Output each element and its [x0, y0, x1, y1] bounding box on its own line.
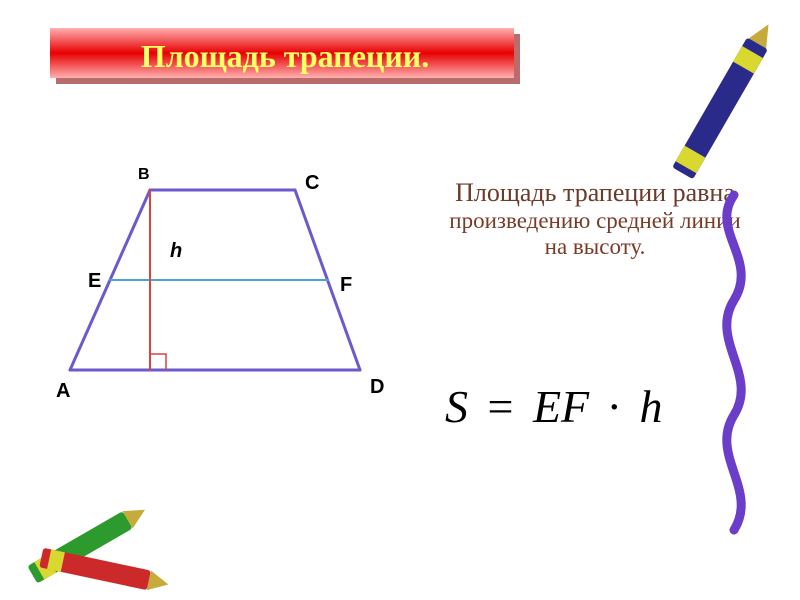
formula-EF: EF: [533, 381, 589, 432]
trapezoid-diagram: A B C D E F h: [50, 170, 380, 400]
crayons-bottom-left-icon: [20, 500, 190, 600]
height-label-h: h: [170, 240, 182, 263]
area-formula: S = EF · h: [445, 380, 662, 433]
vertex-label-B: B: [138, 166, 150, 184]
wave-right-icon: [704, 190, 764, 540]
midpoint-label-F: F: [340, 274, 352, 297]
crayon-top-right-icon: [655, 22, 775, 212]
vertex-label-A: A: [56, 380, 70, 403]
page-title: Площадь трапеции.: [141, 38, 429, 75]
vertex-label-D: D: [370, 376, 384, 399]
formula-dot: ·: [607, 381, 622, 432]
formula-equals: =: [488, 381, 514, 432]
formula-S: S: [445, 381, 468, 432]
midpoint-label-E: E: [88, 270, 101, 293]
title-bar: Площадь трапеции.: [50, 28, 520, 84]
vertex-label-C: C: [305, 172, 319, 195]
formula-h: h: [639, 381, 662, 432]
